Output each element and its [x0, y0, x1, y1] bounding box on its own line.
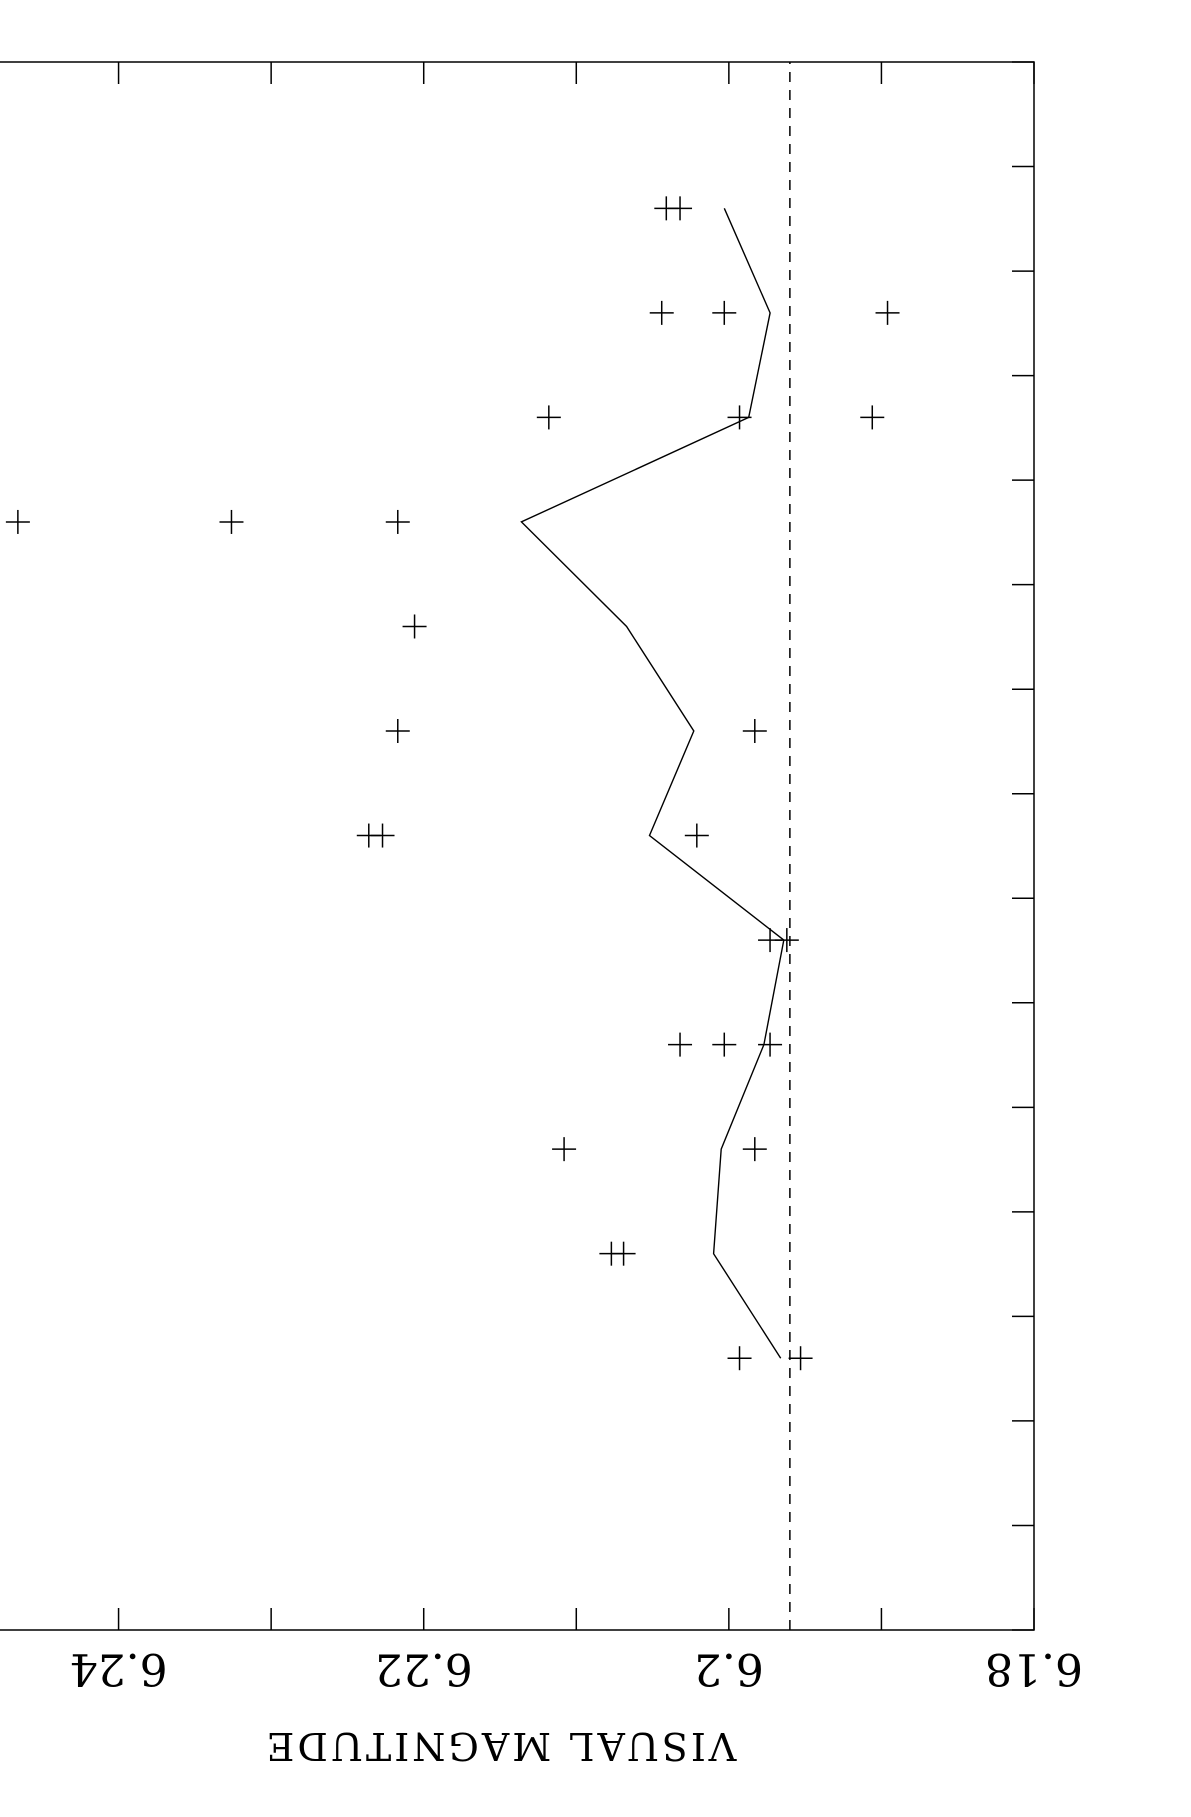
data-point-marker	[219, 509, 244, 534]
data-point-marker	[788, 1346, 813, 1371]
data-point-marker	[712, 1032, 737, 1057]
tick-labels-layer: 78907895790079056.186.26.226.24	[70, 1643, 1083, 1694]
mean-magnitude-line	[520, 208, 785, 1359]
magnitude-tick-label: 6.22	[375, 1643, 473, 1694]
data-point-marker	[727, 1346, 752, 1371]
mean-line-layer	[520, 208, 785, 1359]
plot-frame	[0, 61, 1035, 1631]
data-point-marker	[654, 196, 679, 221]
data-point-marker	[385, 719, 410, 744]
y-axis-label: VISUAL MAGNITUDE	[264, 1724, 738, 1768]
data-point-marker	[742, 719, 767, 744]
magnitude-tick-label: 6.24	[70, 1643, 168, 1694]
data-point-marker	[742, 1137, 767, 1162]
data-point-marker	[758, 1032, 783, 1057]
data-point-marker	[684, 823, 709, 848]
data-point-marker	[875, 300, 900, 325]
data-point-marker	[552, 1137, 577, 1162]
data-point-marker	[599, 1241, 624, 1266]
data-point-marker	[727, 405, 752, 430]
data-points-layer	[5, 196, 900, 1371]
data-point-marker	[712, 300, 737, 325]
magnitude-tick-label: 6.18	[985, 1643, 1083, 1694]
data-point-marker	[649, 300, 674, 325]
data-point-marker	[536, 405, 561, 430]
data-point-marker	[668, 1032, 693, 1057]
data-point-marker	[385, 509, 410, 534]
data-point-marker	[5, 509, 30, 534]
data-point-marker	[860, 405, 885, 430]
magnitude-tick-label: 6.2	[694, 1643, 764, 1694]
axis-ticks	[117, 61, 1035, 1631]
data-point-marker	[758, 928, 783, 953]
data-point-marker	[356, 823, 381, 848]
data-point-marker	[402, 614, 427, 639]
